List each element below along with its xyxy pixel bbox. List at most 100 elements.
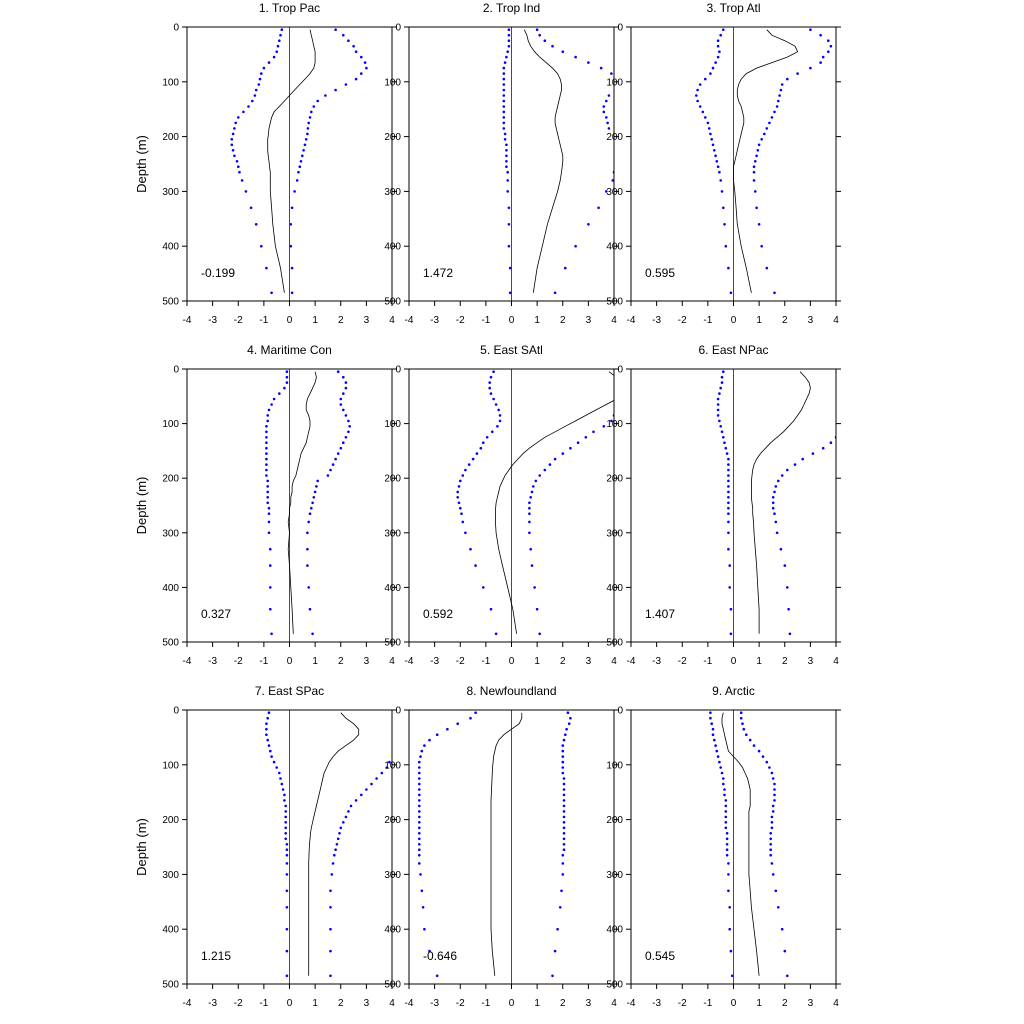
lower-bound-point [272,397,276,401]
upper-bound-point [773,291,776,295]
lower-bound-point [696,88,699,92]
upper-bound-point [774,485,778,488]
y-tick-label: 200 [606,132,623,143]
upper-bound-point [561,755,565,758]
upper-bound-point [289,244,293,248]
upper-bound-point [780,83,784,86]
upper-bound-point [344,386,348,390]
x-tick-label: -2 [234,315,243,326]
lower-bound-point [502,99,506,103]
lower-bound-point [459,506,462,510]
lower-bound-point [716,165,720,168]
upper-bound-point [344,815,348,819]
lower-bound-point [507,33,511,37]
lower-bound-point [482,586,485,589]
x-tick-label: 4 [389,656,395,667]
upper-bound-point [773,782,776,786]
x-tick-label: 3 [808,998,814,1009]
panel-annotation: 0.592 [423,607,453,621]
upper-bound-point [769,837,772,841]
lower-bound-point [247,105,250,108]
upper-bound-point [308,116,312,119]
upper-bound-point [290,206,294,210]
upper-bound-point [561,862,565,865]
lower-bound-point [267,520,271,524]
lower-bound-point [418,793,421,797]
lower-bound-point [722,436,725,439]
lower-bound-point [727,501,730,505]
lower-bound-point [711,727,715,731]
lower-bound-point [711,143,715,147]
upper-bound-point [336,452,340,455]
upper-bound-point [844,414,847,417]
lower-bound-point [725,837,729,841]
lower-bound-point [421,906,425,909]
lower-bound-point [505,165,508,168]
upper-bound-point [564,266,567,270]
lower-bound-point [242,110,245,114]
y-tick-label: 400 [384,583,401,594]
y-tick-label: 200 [384,815,401,826]
lower-bound-point [722,206,725,210]
lower-bound-point [720,771,724,775]
y-tick-label: 500 [384,638,401,649]
lower-bound-point [727,531,730,535]
lower-bound-point [709,132,712,136]
upper-bound-point [607,94,611,97]
upper-bound-point [354,799,358,802]
upper-bound-point [626,149,629,152]
x-tick-label: -3 [652,315,661,326]
y-tick-label: 200 [162,132,179,143]
upper-bound-point [562,782,566,786]
x-tick-label: 0 [731,656,737,667]
y-tick-label: 500 [384,297,401,308]
upper-bound-point [335,843,339,846]
upper-bound-point [574,244,577,248]
upper-bound-point [344,414,348,417]
y-tick-label: 200 [606,474,623,485]
upper-bound-point [771,501,775,505]
lower-bound-point [719,33,722,37]
upper-bound-point [347,430,350,434]
lower-bound-point [423,744,426,747]
lower-bound-point [418,826,421,830]
panel-8: 0 100 200 300 400 500 -4 -3 -2 -1 0 1 2 3 4 8. Newfound… [384,684,619,1009]
x-tick-label: 1 [534,315,540,326]
x-tick-label: -1 [259,998,268,1009]
panel-4: 0 100 200 300 400 500 -4 -3 -2 -1 0 1 2 3 4 4. Maritime… [134,343,397,667]
lower-bound-point [266,419,270,423]
lower-bound-point [254,88,258,92]
upper-bound-point [329,468,332,472]
lower-bound-point [711,733,715,736]
upper-bound-point [298,165,302,168]
upper-bound-point [548,463,552,466]
lower-bound-point [251,99,254,103]
upper-bound-point [290,266,294,270]
upper-bound-point [801,457,804,461]
upper-bound-point [564,733,567,736]
panel-3: 0 100 200 300 400 500 -4 -3 -2 -1 0 1 2 3 4 3. Trop Atl… [606,1,841,326]
x-tick-label: -3 [430,315,439,326]
x-tick-label: -1 [481,315,490,326]
upper-bound-point [793,463,797,466]
lower-bound-point [497,408,501,412]
upper-bound-point [786,974,789,978]
y-tick-label: 500 [162,638,179,649]
upper-bound-point [842,420,845,423]
upper-bound-point [777,479,780,483]
upper-bound-point [561,744,565,747]
lower-bound-point [456,490,460,494]
lower-bound-point [725,843,729,846]
y-tick-label: 500 [162,297,179,308]
upper-bound-point [829,441,833,445]
upper-bound-point [769,843,772,846]
lower-bound-point [725,853,729,857]
upper-bound-point [597,206,600,210]
upper-bound-point [605,190,608,193]
upper-bound-point [787,607,790,611]
lower-bound-point [267,531,271,535]
lower-bound-point [715,160,719,163]
lower-bound-point [269,586,272,589]
plot-area [230,27,368,301]
upper-bound-point [535,28,539,32]
